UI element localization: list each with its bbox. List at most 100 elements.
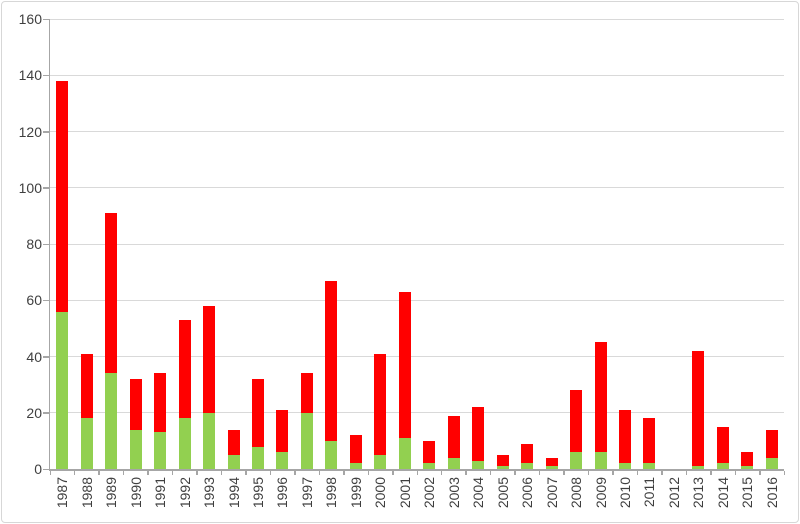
bar-segment-red — [325, 280, 338, 441]
x-axis-tick — [73, 470, 76, 475]
x-axis-label: 2008 — [568, 477, 585, 509]
bar-segment-green — [105, 373, 118, 469]
x-axis-tick — [122, 470, 125, 475]
bar-segment-green — [545, 466, 558, 469]
y-axis-tick — [42, 356, 49, 358]
x-axis-label: 1991 — [152, 477, 169, 509]
bar-segment-green — [154, 432, 167, 469]
y-axis-label: 120 — [18, 123, 42, 140]
bar-segment-red — [618, 409, 631, 464]
bar-segment-red — [251, 379, 264, 447]
gridline — [50, 131, 784, 132]
bar-segment-red — [570, 390, 583, 453]
y-axis-label: 100 — [18, 179, 42, 196]
y-axis-tick — [42, 468, 49, 470]
bar-segment-red — [643, 418, 656, 464]
bar-segment-red — [521, 443, 534, 464]
x-axis-label: 1998 — [323, 477, 340, 509]
x-axis-label: 2002 — [421, 477, 438, 509]
x-axis-tick — [269, 470, 272, 475]
bar-segment-green — [129, 429, 142, 469]
bar-segment-red — [447, 415, 460, 458]
bar-segment-green — [423, 463, 436, 469]
x-axis-tick — [783, 470, 785, 475]
x-axis-label: 2016 — [763, 477, 780, 509]
x-axis-tick — [661, 470, 663, 475]
x-axis-label: 2012 — [665, 477, 682, 509]
bar-segment-red — [349, 435, 362, 464]
x-axis-tick — [734, 470, 737, 475]
bar-segment-green — [447, 457, 460, 469]
bar-segment-red — [154, 373, 167, 433]
gridline — [50, 243, 784, 245]
bar-segment-green — [643, 463, 656, 469]
y-axis-label: 80 — [26, 236, 42, 252]
y-axis-label: 40 — [26, 348, 42, 365]
gridline — [50, 356, 784, 357]
x-axis-tick — [710, 470, 712, 475]
x-axis-label: 1997 — [298, 477, 315, 509]
x-axis-tick — [440, 470, 443, 475]
y-axis-tick — [42, 412, 49, 414]
bar-segment-green — [398, 438, 411, 469]
y-axis-label: 20 — [26, 404, 42, 421]
x-axis-tick — [49, 470, 51, 475]
gridline — [50, 74, 784, 76]
bar-segment-green — [325, 440, 338, 469]
y-axis-label: 60 — [26, 292, 42, 309]
bar-segment-green — [300, 412, 313, 469]
x-axis-tick — [563, 470, 565, 475]
x-axis-tick — [294, 470, 296, 475]
x-axis-tick — [196, 470, 198, 475]
bar-segment-green — [227, 454, 240, 469]
y-axis-label: 160 — [18, 11, 42, 27]
bar-segment-green — [618, 463, 631, 469]
x-axis-tick — [392, 470, 394, 475]
x-axis-label: 1987 — [54, 477, 71, 509]
x-axis-label: 2013 — [690, 477, 707, 509]
x-axis-tick — [367, 470, 370, 475]
x-axis-tick — [489, 470, 492, 475]
x-axis-tick — [147, 470, 149, 475]
bar-segment-red — [80, 353, 93, 419]
x-axis-tick — [343, 470, 345, 475]
bar-segment-red — [398, 291, 411, 439]
bar-segment-red — [105, 213, 118, 374]
bar-segment-green — [496, 466, 509, 469]
x-axis-label: 2011 — [641, 477, 658, 508]
bar-segment-red — [423, 440, 436, 464]
bar-segment-green — [521, 463, 534, 469]
x-axis-label: 1990 — [127, 477, 144, 509]
x-axis-tick — [636, 470, 639, 475]
y-axis-tick — [42, 187, 49, 189]
x-axis-label: 2010 — [616, 477, 633, 509]
x-axis-label: 2007 — [543, 477, 560, 509]
x-axis-tick — [587, 470, 590, 475]
bar-segment-red — [56, 80, 69, 312]
x-axis-label: 2006 — [519, 477, 536, 509]
x-axis-label: 1992 — [176, 477, 193, 509]
bar-segment-red — [276, 409, 289, 453]
x-axis-tick — [318, 470, 321, 475]
bar-segment-red — [765, 429, 778, 458]
x-axis-label: 2000 — [372, 477, 389, 509]
x-axis-label: 2015 — [739, 477, 756, 509]
x-axis-tick — [245, 470, 247, 475]
bar-segment-red — [227, 429, 240, 455]
bar-segment-green — [349, 463, 362, 469]
x-axis-tick — [220, 470, 223, 475]
x-axis-label: 2003 — [445, 477, 462, 509]
bar-segment-green — [765, 457, 778, 469]
bar-segment-red — [203, 305, 216, 413]
gridline — [50, 412, 784, 414]
bar-segment-green — [692, 466, 705, 469]
y-axis-line — [48, 19, 50, 469]
y-axis-tick — [42, 299, 49, 302]
bar-segment-red — [300, 373, 313, 413]
y-axis-label: 140 — [18, 67, 42, 84]
gridline — [50, 187, 784, 189]
bar-segment-green — [56, 311, 69, 469]
bar-segment-red — [374, 353, 387, 455]
